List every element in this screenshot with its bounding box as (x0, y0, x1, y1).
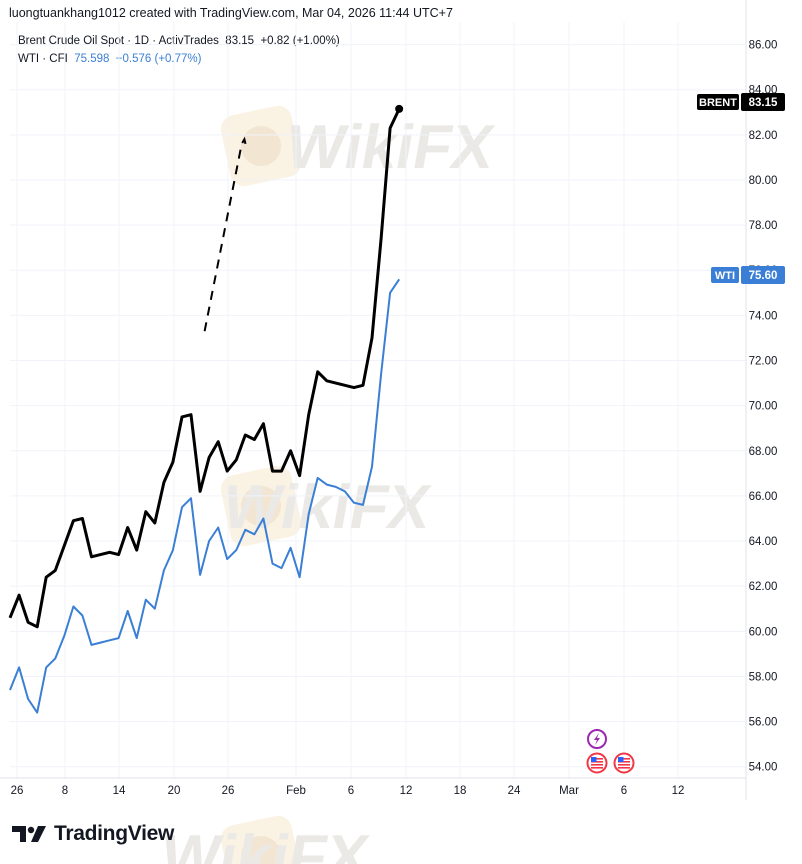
x-tick-label: 14 (113, 785, 126, 797)
y-tick-label: 80.00 (749, 175, 778, 187)
legend-wti[interactable]: WTI · CFI 75.598 +0.576 (+0.77%) (18, 53, 201, 65)
y-tick-label: 56.00 (749, 717, 778, 729)
x-tick-label: 6 (621, 785, 627, 797)
y-tick-label: 78.00 (749, 220, 778, 232)
brent-last-point (395, 104, 404, 113)
x-tick-label: 8 (62, 785, 68, 797)
wti-label-text: WTI (715, 270, 735, 282)
tradingview-logo[interactable]: TradingView (12, 822, 174, 846)
x-tick-label: Feb (286, 785, 306, 797)
x-tick-label: 24 (508, 785, 521, 797)
us-flag-icon[interactable] (613, 752, 635, 774)
chart-grid (10, 22, 746, 778)
watermark-1: WikiFX (217, 465, 436, 547)
watermark-text: WikiFX (281, 112, 500, 181)
brent-value-text: 83.15 (749, 97, 778, 109)
wti-label-badge (711, 267, 739, 283)
x-tick-label: 6 (348, 785, 354, 797)
author-credit: luongtuankhang1012 created with TradingV… (9, 6, 453, 20)
wti-value-badge (741, 266, 785, 284)
tradingview-logo-icon (12, 826, 46, 842)
us-flag-icon[interactable] (586, 752, 608, 774)
dashed-projection-line[interactable] (203, 136, 249, 332)
watermark-text: WikiFX (156, 822, 375, 864)
wti-value-text: 75.60 (749, 270, 778, 282)
y-tick-label: 64.00 (749, 536, 778, 548)
wikifx-watermarks: WikiFX WikiFX WikiFX (156, 105, 500, 864)
legend-wti-change: +0.576 (+0.77%) (115, 53, 202, 65)
y-tick-label: 66.00 (749, 491, 778, 503)
x-tick-label: 18 (454, 785, 467, 797)
x-tick-label: 12 (400, 785, 413, 797)
tradingview-logo-text: TradingView (54, 822, 175, 845)
legend-wti-price: 75.598 (74, 53, 110, 65)
event-markers[interactable] (586, 729, 635, 774)
series-layer (8, 104, 404, 714)
x-tick-label: Mar (559, 785, 579, 797)
x-tick-label: 26 (222, 785, 235, 797)
series-line-wti[interactable] (9, 278, 401, 714)
y-tick-label: 70.00 (749, 401, 778, 413)
legend-brent-change: +0.82 (+1.00%) (260, 35, 340, 47)
legend-brent-symbol: Brent Crude Oil Spot · 1D · ActivTrades (18, 35, 219, 47)
y-tick-label: 60.00 (749, 626, 778, 638)
legend-wti-symbol: WTI · CFI (18, 53, 68, 65)
brent-label-text: BRENT (699, 97, 737, 109)
legend-brent[interactable]: Brent Crude Oil Spot · 1D · ActivTrades … (18, 35, 340, 47)
y-tick-label: 68.00 (749, 446, 778, 458)
x-tick-label: 26 (11, 785, 24, 797)
y-axis[interactable]: 86.0084.0082.0080.0078.0076.0074.0072.00… (745, 0, 778, 800)
lightning-icon[interactable] (587, 729, 607, 749)
legend-brent-price: 83.15 (225, 35, 255, 47)
y-tick-label: 58.00 (749, 671, 778, 683)
y-tick-label: 54.00 (749, 762, 778, 774)
y-tick-label: 62.00 (749, 581, 778, 593)
x-tick-label: 20 (168, 785, 181, 797)
x-tick-label: 12 (672, 785, 685, 797)
watermark-0: WikiFX (220, 105, 500, 187)
y-tick-label: 82.00 (749, 130, 778, 142)
series-line-brent[interactable] (8, 108, 401, 629)
brent-label-badge (697, 94, 739, 110)
y-tick-label: 72.00 (749, 356, 778, 368)
price-badges: BRENT 83.15 WTI 75.60 (697, 93, 785, 284)
x-axis[interactable]: 26 8 14 20 26 Feb 6 12 18 24 Mar 6 12 (0, 777, 746, 797)
brent-value-badge (741, 93, 785, 111)
y-tick-label: 74.00 (749, 310, 778, 322)
y-tick-label: 86.00 (749, 40, 778, 52)
watermark-2: WikiFX (156, 815, 375, 864)
